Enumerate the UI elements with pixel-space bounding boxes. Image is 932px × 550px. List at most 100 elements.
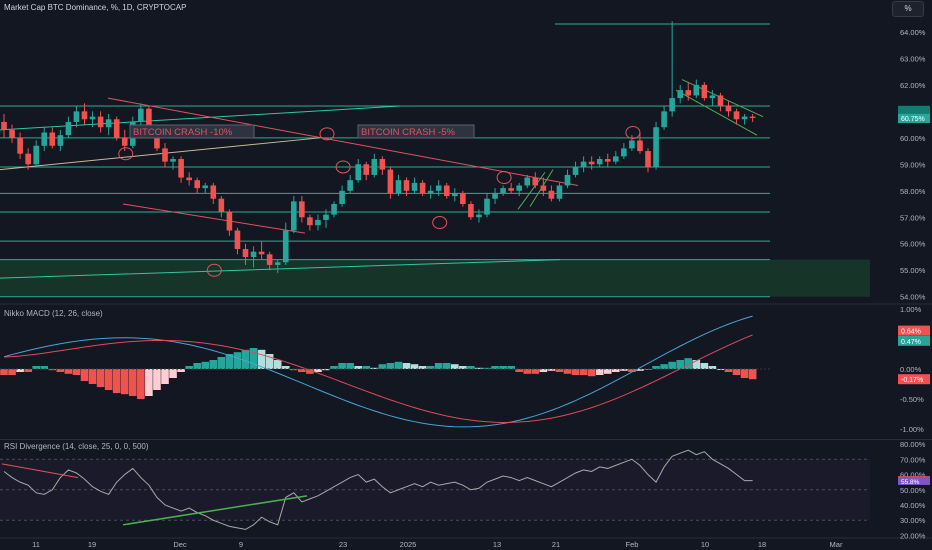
macd-histogram-bar — [515, 369, 523, 372]
macd-histogram-bar — [225, 354, 234, 369]
price-axis-tick: 59.00% — [900, 160, 926, 169]
macd-histogram-bar — [668, 361, 676, 369]
macd-histogram-bar — [499, 366, 507, 369]
candle-body — [516, 185, 522, 191]
candle-body — [548, 190, 555, 199]
candle-body — [701, 84, 708, 99]
macd-histogram-bar — [265, 354, 274, 369]
macd-histogram-bar — [442, 363, 451, 369]
macd-axis-tick: 0.00% — [900, 365, 922, 374]
candle-body — [202, 185, 209, 189]
macd-histogram-bar — [209, 360, 218, 369]
macd-value-label: 0.47% — [901, 339, 921, 346]
time-axis-tick: Mar — [830, 540, 843, 549]
macd-value-badge — [898, 335, 930, 346]
macd-histogram-bar — [620, 369, 628, 371]
macd-axis-tick: -1.00% — [900, 425, 924, 434]
macd-histogram-bar — [587, 369, 596, 377]
macd-histogram-bar — [563, 369, 572, 374]
macd-indicator-label[interactable]: Nikko MACD (12, 26, close) — [4, 309, 103, 318]
macd-histogram-bar — [362, 366, 371, 369]
macd-histogram-bar — [628, 369, 636, 372]
candle-body — [291, 201, 297, 231]
candle-body — [41, 132, 48, 146]
candle-body — [307, 217, 313, 226]
pivot-circle — [432, 216, 448, 230]
macd-histogram-bar — [201, 361, 210, 369]
candle-body — [677, 90, 683, 99]
candle-body — [49, 132, 56, 146]
candle-body — [121, 137, 128, 146]
macd-histogram-bar — [161, 369, 169, 384]
candle-body — [57, 135, 64, 146]
macd-histogram-bar — [185, 366, 193, 369]
macd-histogram-bar — [32, 366, 40, 369]
macd-histogram-bar — [660, 364, 668, 369]
macd-histogram-bar — [386, 363, 395, 369]
rsi-indicator-label[interactable]: RSI Divergence (14, close, 25, 0, 0, 500… — [4, 442, 149, 451]
time-axis-tick: 10 — [701, 540, 709, 549]
candle-body — [661, 111, 667, 128]
macd-histogram-bar — [636, 369, 644, 371]
macd-histogram-bar — [145, 369, 153, 396]
candle-body — [170, 159, 176, 162]
candle-body — [186, 177, 192, 181]
candle-body — [460, 193, 466, 205]
macd-histogram-bar — [298, 369, 306, 372]
macd-histogram-bar — [16, 369, 24, 372]
time-axis-tick: 23 — [339, 540, 347, 549]
price-axis-tick: 57.00% — [900, 213, 926, 222]
candle-body — [637, 140, 643, 152]
candle-body — [323, 214, 329, 220]
macd-histogram-bar — [346, 363, 354, 369]
macd-axis-tick: -0.50% — [900, 395, 924, 404]
trend-line-red — [107, 97, 579, 186]
price-axis-tick: 62.00% — [900, 81, 926, 90]
candle-body — [363, 164, 370, 175]
chart-title: Market Cap BTC Dominance, %, 1D, CRYPTOC… — [4, 3, 187, 12]
candle-body — [443, 185, 450, 197]
rsi-divergence-line — [1, 463, 79, 479]
annotation-box — [129, 124, 255, 139]
macd-histogram-bar — [104, 369, 113, 390]
candle-body — [234, 230, 241, 250]
candle-body — [411, 182, 418, 191]
candle-body — [669, 98, 675, 112]
time-axis-tick: 11 — [32, 540, 40, 549]
macd-histogram-bar — [692, 360, 701, 369]
macd-histogram-bar — [354, 366, 362, 369]
macd-histogram-bar — [322, 369, 330, 371]
rsi-axis-tick: 60.00% — [900, 471, 926, 480]
trend-line-teal — [0, 259, 561, 279]
macd-histogram-bar — [748, 369, 757, 380]
macd-histogram-bar — [48, 369, 57, 371]
time-axis-tick: 18 — [758, 540, 766, 549]
macd-histogram-bar — [330, 366, 338, 369]
candle-body — [347, 180, 353, 191]
macd-histogram-bar — [306, 369, 314, 374]
pivot-circle — [319, 127, 335, 141]
macd-histogram-bar — [740, 369, 749, 378]
macd-histogram-bar — [193, 363, 201, 369]
macd-histogram-bar — [612, 369, 620, 372]
candle-body — [138, 108, 144, 122]
percent-scale-button[interactable]: % — [892, 1, 924, 17]
candle-body — [653, 127, 659, 167]
candle-body — [178, 159, 184, 178]
candle-body — [717, 95, 724, 107]
macd-histogram-bar — [96, 369, 105, 387]
candle-body — [154, 129, 160, 149]
macd-histogram-bar — [8, 369, 16, 375]
macd-histogram-bar — [523, 369, 532, 374]
rsi-axis-tick: 30.00% — [900, 516, 926, 525]
macd-histogram-bar — [233, 352, 242, 369]
candle-body — [113, 119, 120, 138]
macd-histogram-bar — [652, 366, 660, 369]
macd-histogram-bar — [434, 363, 443, 369]
macd-histogram-bar — [402, 363, 411, 369]
macd-histogram-bar — [579, 369, 588, 375]
macd-histogram-bar — [56, 369, 65, 372]
candle-body — [500, 188, 506, 194]
macd-histogram-bar — [491, 366, 499, 369]
